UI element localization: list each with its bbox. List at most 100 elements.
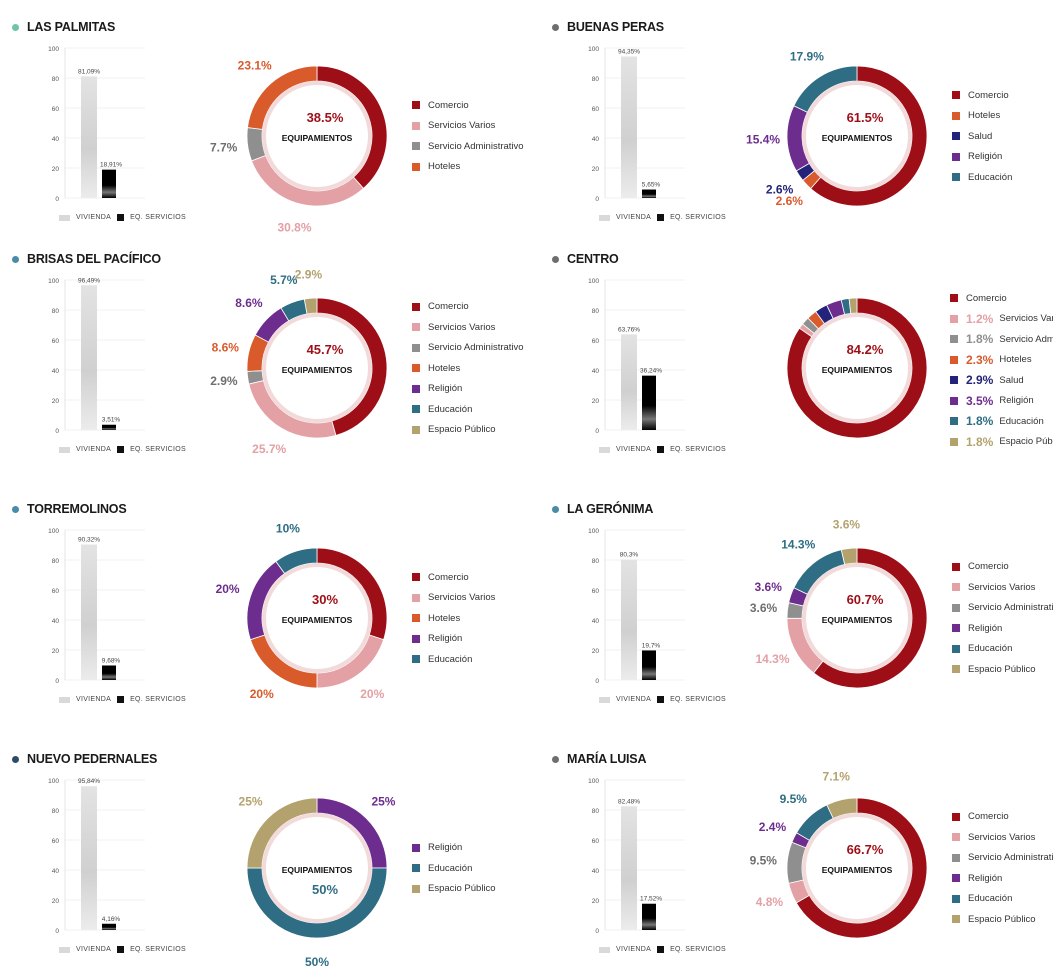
- bar-axis: 0 20 40 60 80 100: [588, 46, 685, 203]
- bar-value-label: 81,09%: [78, 68, 100, 75]
- slice-value-label: 25.7%: [252, 442, 286, 456]
- legend-swatch: [952, 111, 960, 120]
- legend-label-eq-servicios: EQ. SERVICIOS: [670, 446, 726, 453]
- legend-swatch: [950, 396, 958, 405]
- legend-item-servicio-administrativo: Servicio Administrativo: [952, 848, 1053, 869]
- slice-value-label: 25%: [239, 795, 263, 809]
- donut-legend: Comercio Servicios Varios Servicio Adminis…: [412, 296, 524, 440]
- slice-value-label: 3.6%: [755, 580, 783, 594]
- legend-swatch: [412, 593, 420, 602]
- legend-swatch-eq-servicios: [657, 214, 665, 221]
- legend-value: 2.9%: [966, 373, 994, 388]
- center-value: 60.7%: [847, 592, 884, 607]
- legend-label-vivienda: VIVIENDA: [76, 446, 112, 453]
- legend-label: Servicios Varios: [428, 321, 496, 333]
- y-tick-label: 20: [52, 648, 60, 655]
- legend-label-vivienda: VIVIENDA: [76, 214, 112, 221]
- y-tick-label: 40: [592, 618, 600, 625]
- legend-swatch: [952, 152, 960, 161]
- donut-hole: [264, 83, 370, 189]
- slice-value-label: 2.6%: [766, 182, 794, 196]
- bar-vivienda: [81, 285, 97, 430]
- legend-label: Comercio: [968, 561, 1009, 573]
- y-tick-label: 80: [52, 308, 60, 315]
- donut-inner-ring: [802, 81, 912, 191]
- bullet-dot-icon: [552, 505, 559, 513]
- donut-inner-ring: [262, 563, 372, 673]
- y-tick-label: 0: [595, 428, 599, 435]
- legend-swatch: [950, 437, 958, 446]
- bar-eq-servicios: [642, 903, 656, 930]
- donut-slice-espacio-publico: [303, 297, 318, 315]
- legend-value: 1.8%: [966, 414, 994, 429]
- legend-item-religion: Religión: [412, 628, 495, 649]
- legend-label-eq-servicios: EQ. SERVICIOS: [130, 946, 186, 953]
- center-value: 61.5%: [847, 110, 884, 125]
- panel-chart-svg: 0 20 40 60 80 100 82,48% 17,52% 4.8% 9.5% 2.4% 9.5%…: [588, 769, 928, 939]
- y-tick-label: 40: [52, 868, 60, 875]
- legend-item-religion: 3.5% Religión: [950, 391, 1053, 412]
- bar-value-label: 4,16%: [102, 916, 121, 923]
- bar-eq-servicios: [102, 665, 116, 680]
- y-tick-label: 80: [52, 76, 60, 83]
- legend-item-hoteles: Hoteles: [412, 157, 524, 178]
- legend-swatch: [952, 91, 960, 99]
- legend-item-educacion: Educación: [952, 167, 1012, 188]
- legend-item-servicios-varios: Servicios Varios: [952, 577, 1053, 598]
- bar-value-label: 90,32%: [78, 537, 100, 544]
- y-tick-label: 40: [592, 136, 600, 143]
- panel-title: LAS PALMITAS: [27, 20, 116, 34]
- slice-value-label: 25%: [371, 795, 395, 809]
- panel-title: NUEVO PEDERNALES: [27, 752, 158, 766]
- legend-label: Espacio Público: [999, 436, 1053, 448]
- legend-item-educacion: Educación: [952, 889, 1053, 910]
- legend-swatch: [412, 884, 420, 893]
- bar-eq-servicios: [102, 923, 116, 930]
- legend-swatch: [412, 121, 420, 130]
- legend-label-vivienda: VIVIENDA: [616, 696, 652, 703]
- legend-item-salud: Salud: [952, 126, 1012, 147]
- legend-swatch-eq-servicios: [117, 446, 125, 453]
- legend-swatch-vivienda: [59, 946, 70, 953]
- center-label: EQUIPAMIENTOS: [822, 365, 893, 375]
- slice-value-label: 23.1%: [238, 59, 272, 73]
- bar-legend: VIVIENDA EQ. SERVICIOS: [59, 696, 186, 703]
- legend-swatch-eq-servicios: [657, 696, 665, 703]
- legend-label: Religión: [968, 872, 1003, 884]
- panel-title-row: LAS PALMITAS: [12, 20, 115, 34]
- slice-value-label: 15.4%: [746, 133, 780, 147]
- center-label: EQUIPAMIENTOS: [822, 865, 893, 875]
- panel-title: TORREMOLINOS: [27, 502, 127, 516]
- legend-swatch: [950, 355, 958, 364]
- legend-label: Religión: [968, 622, 1003, 634]
- legend-label: Hoteles: [428, 161, 461, 173]
- y-tick-label: 80: [592, 76, 600, 83]
- bar-value-label: 5,65%: [642, 182, 661, 189]
- legend-label: Educación: [428, 653, 473, 665]
- bar-value-label: 17,52%: [640, 896, 662, 903]
- slice-value-label: 9.5%: [780, 792, 808, 806]
- y-tick-label: 20: [592, 398, 600, 405]
- donut-hole: [264, 315, 370, 421]
- y-tick-label: 80: [592, 808, 600, 815]
- bar-legend: VIVIENDA EQ. SERVICIOS: [59, 446, 186, 453]
- legend-item-religion: Religión: [952, 146, 1012, 167]
- bar-eq-servicios: [642, 189, 656, 198]
- panel-chart-svg: 0 20 40 60 80 100 94,35% 5,65% 2.6%2.6% 15.4% 17.9…: [588, 46, 928, 208]
- donut-inner-ring: [262, 313, 372, 423]
- legend-value: 3.5%: [966, 393, 994, 408]
- legend-label: Salud: [999, 374, 1024, 386]
- legend-item-servicio-administrativo: Servicio Administrativo: [952, 598, 1053, 619]
- slice-value-label: 10%: [276, 522, 300, 536]
- y-tick-label: 0: [595, 678, 599, 685]
- legend-swatch: [412, 425, 420, 434]
- bar-value-label: 95,84%: [78, 778, 100, 785]
- legend-label: Religión: [428, 633, 463, 644]
- panel-title-row: LA GERÓNIMA: [552, 502, 653, 516]
- donut-hole: [804, 83, 910, 189]
- legend-label: Espacio Público: [428, 424, 496, 435]
- panel-chart-svg: 0 20 40 60 80 100 90,32% 9,68% 20% 20% 20% 10% 30% EQ…: [48, 522, 388, 701]
- legend-value: 1.2%: [966, 311, 994, 326]
- slice-value-label: 20%: [250, 687, 274, 701]
- legend-label: Educación: [428, 862, 473, 874]
